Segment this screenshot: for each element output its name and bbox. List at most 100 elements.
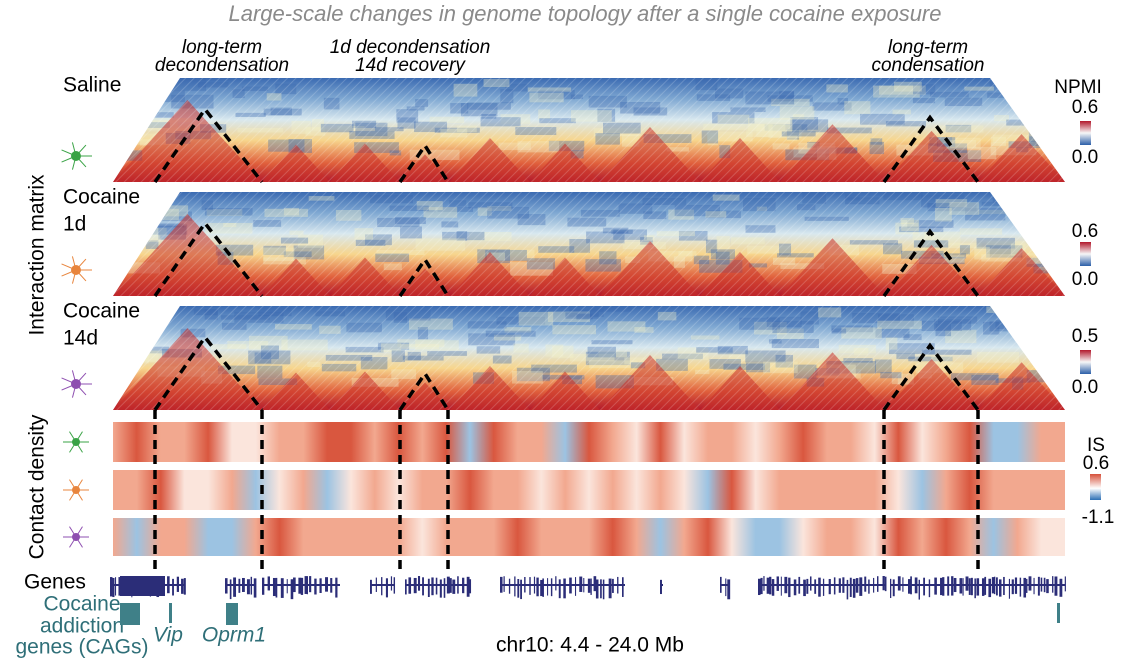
gene [885,577,887,591]
gene [391,576,392,590]
gene [781,577,782,596]
heatmap-speckle [1031,199,1073,207]
heatmap-speckle [116,346,146,351]
gene [810,576,812,590]
cag-label: Cocaine [43,593,120,616]
dendrite [76,270,86,281]
gene [988,579,991,597]
gene [758,579,760,595]
gene [281,578,284,598]
gene [405,579,407,594]
gene [999,579,1001,596]
gene [520,580,522,599]
cag-block [169,603,172,623]
gene [982,578,984,596]
heatmap-speckle [1037,313,1048,321]
gene [596,579,599,598]
genes-label: Genes [24,571,86,594]
gene [1046,579,1049,593]
gene [514,576,515,596]
gene [469,579,471,593]
gene [803,580,806,596]
gene [381,577,382,595]
gene [436,578,438,595]
gene [947,576,949,595]
heatmap-speckle [1045,357,1082,363]
gene [868,580,869,594]
gene [929,579,930,597]
gene [559,579,561,598]
gene [818,578,821,597]
colorbar-max: 0.6 [1083,453,1109,474]
annotation: 14d recovery [355,55,466,76]
heatmap-speckle [1040,340,1061,353]
gene [555,576,556,590]
heatmap-speckle [141,198,155,202]
neuron-icon [62,370,92,397]
figure-title: Large-scale changes in genome topology a… [228,1,941,26]
gene-name: Vip [153,624,183,647]
gene [823,579,824,596]
gene [254,578,257,597]
gene [788,578,790,597]
dendrite [76,156,86,167]
gene [233,577,236,596]
gene [575,577,576,596]
gene [1038,577,1040,596]
gene [806,579,808,594]
gene [118,577,120,596]
gene [509,579,510,594]
gene [1065,576,1066,591]
gene [181,579,184,594]
gene [112,578,114,597]
gene [184,578,186,595]
gene [859,577,862,596]
gene [777,576,779,590]
gene [386,578,388,597]
gene [431,577,433,595]
gene [291,579,294,599]
gene [890,579,891,598]
gene [976,578,979,595]
heatmap-speckle [113,145,135,151]
gene [276,578,278,598]
gene [273,578,276,596]
gene [547,578,548,595]
gene [444,578,446,598]
gene [919,580,920,600]
heatmap-speckle [1026,207,1069,221]
gene [847,580,849,600]
gene [452,580,455,594]
cag-block [1057,603,1060,623]
gene [287,579,288,593]
cag-block [226,603,238,625]
gene [940,578,942,595]
contact-strip [113,518,1065,556]
annotation: decondensation [155,55,289,76]
side-label: Interaction matrix [26,174,49,336]
heatmap-speckle [1049,113,1070,122]
heatmap-speckle [132,208,160,222]
colorbar-title: NPMI [1054,77,1102,98]
gene [590,579,591,595]
heatmap-speckle [148,88,161,93]
region-label: chr10: 4.4 - 24.0 Mb [496,634,684,657]
gene-name: Oprm1 [202,624,266,647]
colorbar-max: 0.5 [1072,326,1098,347]
colorbar-max: 0.6 [1072,221,1098,242]
heatmap-speckle [1035,119,1072,126]
panel-label: 14d [63,327,98,350]
gene [853,579,856,598]
gene [622,577,624,597]
contact-strip [113,470,1065,510]
gene [893,579,895,596]
gene [517,579,519,598]
side-label: Contact density [26,414,49,559]
panel-label: Saline [63,74,121,97]
interaction-heatmap [113,306,1095,410]
annotation: condensation [871,55,984,76]
gene [898,576,901,590]
dendrite [76,145,86,156]
gene [542,578,544,596]
panel-label: 1d [63,213,86,236]
